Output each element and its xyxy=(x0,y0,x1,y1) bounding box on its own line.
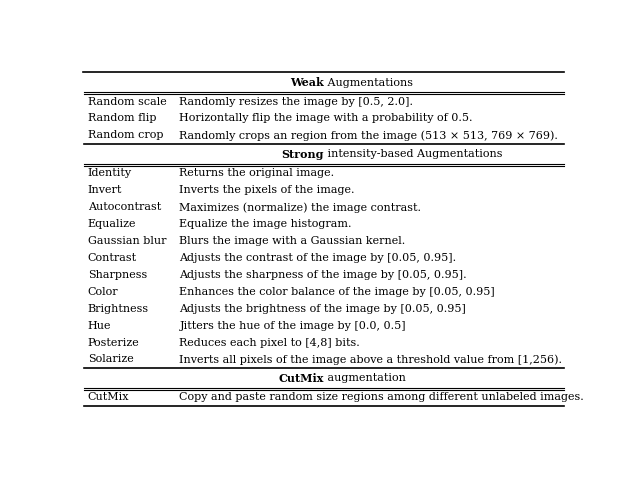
Text: Strong: Strong xyxy=(281,149,324,160)
Text: Reduces each pixel to [4,8] bits.: Reduces each pixel to [4,8] bits. xyxy=(179,338,360,347)
Text: Randomly crops an region from the image (513 × 513, 769 × 769).: Randomly crops an region from the image … xyxy=(179,130,558,141)
Text: Adjusts the sharpness of the image by [0.05, 0.95].: Adjusts the sharpness of the image by [0… xyxy=(179,270,467,280)
Text: Equalize the image histogram.: Equalize the image histogram. xyxy=(179,219,352,229)
Text: Color: Color xyxy=(88,287,118,297)
Text: Adjusts the brightness of the image by [0.05, 0.95]: Adjusts the brightness of the image by [… xyxy=(179,304,466,314)
Text: CutMix: CutMix xyxy=(88,392,130,402)
Text: Gaussian blur: Gaussian blur xyxy=(88,236,166,246)
Text: Augmentations: Augmentations xyxy=(324,77,413,88)
Text: Random crop: Random crop xyxy=(88,130,163,141)
Text: Inverts the pixels of the image.: Inverts the pixels of the image. xyxy=(179,185,355,196)
Text: CutMix: CutMix xyxy=(279,373,324,384)
Text: Blurs the image with a Gaussian kernel.: Blurs the image with a Gaussian kernel. xyxy=(179,236,406,246)
Text: Random scale: Random scale xyxy=(88,97,167,107)
Text: intensity-based Augmentations: intensity-based Augmentations xyxy=(324,149,502,159)
Text: Maximizes (normalize) the image contrast.: Maximizes (normalize) the image contrast… xyxy=(179,202,422,213)
Text: Contrast: Contrast xyxy=(88,253,137,263)
Text: Random flip: Random flip xyxy=(88,114,156,123)
Text: Solarize: Solarize xyxy=(88,354,133,365)
Text: Invert: Invert xyxy=(88,185,122,196)
Text: Adjusts the contrast of the image by [0.05, 0.95].: Adjusts the contrast of the image by [0.… xyxy=(179,253,456,263)
Text: Randomly resizes the image by [0.5, 2.0].: Randomly resizes the image by [0.5, 2.0]… xyxy=(179,97,413,107)
Text: Sharpness: Sharpness xyxy=(88,270,147,280)
Text: Horizontally flip the image with a probability of 0.5.: Horizontally flip the image with a proba… xyxy=(179,114,473,123)
Text: augmentation: augmentation xyxy=(324,373,406,384)
Text: Identity: Identity xyxy=(88,169,132,178)
Text: Jitters the hue of the image by [0.0, 0.5]: Jitters the hue of the image by [0.0, 0.… xyxy=(179,320,406,331)
Text: Enhances the color balance of the image by [0.05, 0.95]: Enhances the color balance of the image … xyxy=(179,287,495,297)
Text: Posterize: Posterize xyxy=(88,338,140,347)
Text: Hue: Hue xyxy=(88,320,111,331)
Text: Equalize: Equalize xyxy=(88,219,137,229)
Text: Inverts all pixels of the image above a threshold value from [1,256).: Inverts all pixels of the image above a … xyxy=(179,354,562,365)
Text: Brightness: Brightness xyxy=(88,304,149,314)
Text: Copy and paste random size regions among different unlabeled images.: Copy and paste random size regions among… xyxy=(179,392,584,402)
Text: Weak: Weak xyxy=(290,77,324,88)
Text: Returns the original image.: Returns the original image. xyxy=(179,169,334,178)
Text: Autocontrast: Autocontrast xyxy=(88,202,161,212)
